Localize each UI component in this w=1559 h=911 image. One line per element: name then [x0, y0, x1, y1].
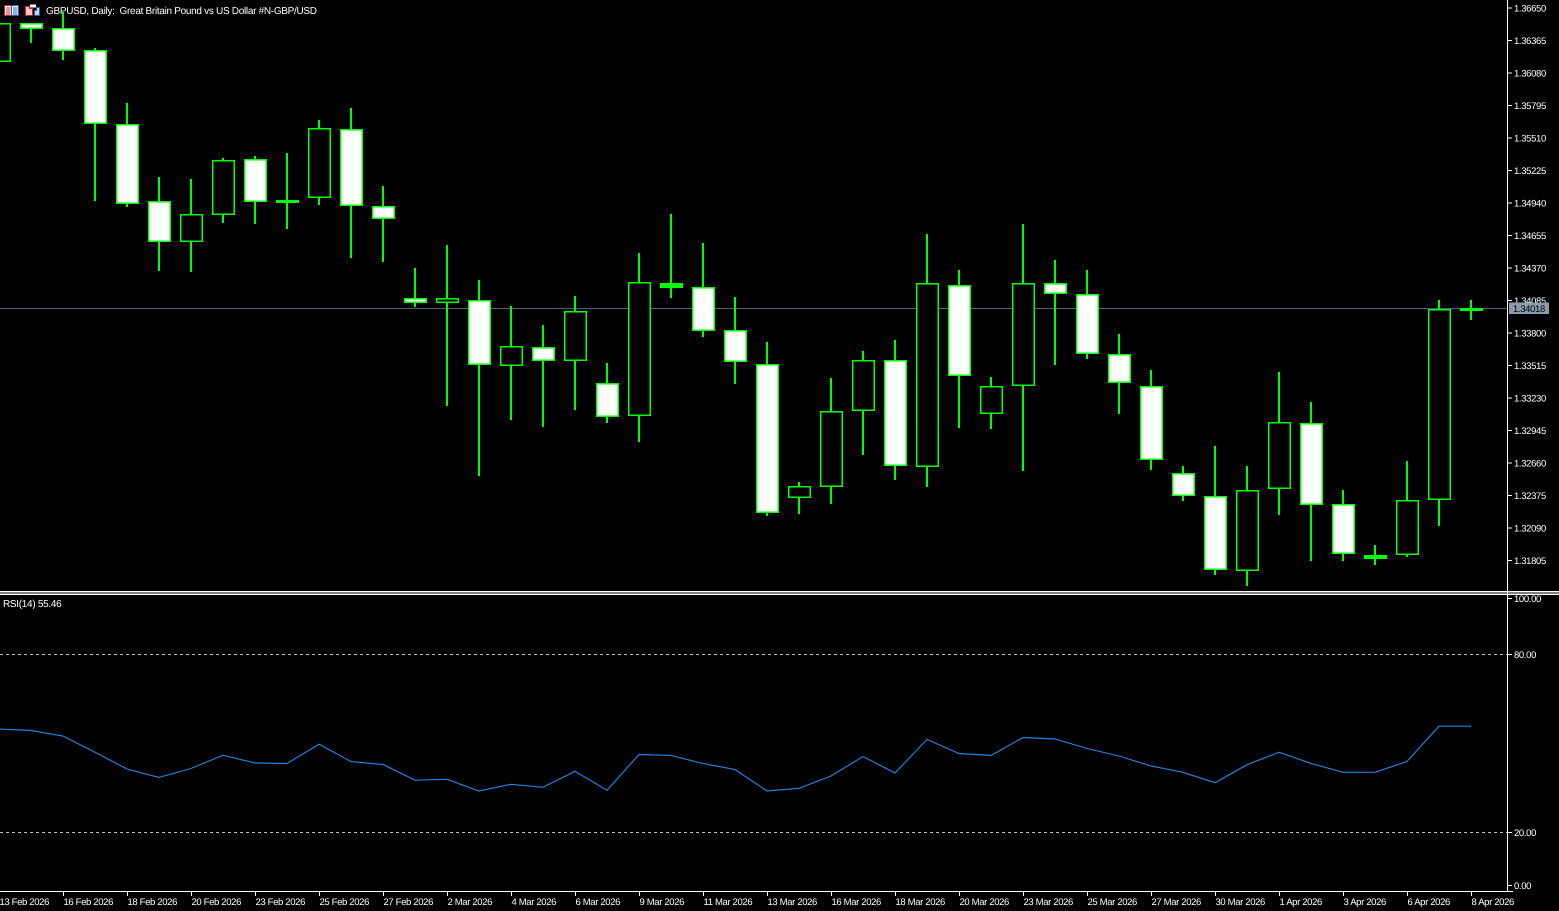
svg-text:20 Mar 2026: 20 Mar 2026 [960, 897, 1010, 908]
svg-text:1.34940: 1.34940 [1514, 199, 1546, 210]
svg-text:1.31805: 1.31805 [1514, 556, 1546, 567]
svg-text:16 Mar 2026: 16 Mar 2026 [832, 897, 882, 908]
svg-text:25 Feb 2026: 25 Feb 2026 [320, 897, 370, 908]
svg-text:1.36650: 1.36650 [1514, 4, 1546, 15]
svg-text:25 Mar 2026: 25 Mar 2026 [1088, 897, 1138, 908]
svg-text:3 Apr 2026: 3 Apr 2026 [1344, 897, 1387, 908]
svg-text:1.36080: 1.36080 [1514, 69, 1546, 80]
svg-text:1.33800: 1.33800 [1514, 329, 1546, 340]
svg-text:1.32945: 1.32945 [1514, 426, 1546, 437]
svg-text:20.00: 20.00 [1514, 828, 1536, 839]
svg-text:18 Mar 2026: 18 Mar 2026 [896, 897, 946, 908]
svg-text:100.00: 100.00 [1514, 594, 1541, 605]
svg-text:13 Feb 2026: 13 Feb 2026 [0, 897, 49, 908]
svg-text:27 Mar 2026: 27 Mar 2026 [1152, 897, 1202, 908]
svg-text:1.34655: 1.34655 [1514, 231, 1546, 242]
svg-text:1.32660: 1.32660 [1514, 459, 1546, 470]
svg-text:27 Feb 2026: 27 Feb 2026 [384, 897, 434, 908]
svg-text:1.35795: 1.35795 [1514, 101, 1546, 112]
svg-text:1.34085: 1.34085 [1514, 296, 1546, 307]
svg-text:4 Mar 2026: 4 Mar 2026 [512, 897, 557, 908]
svg-text:1.34018: 1.34018 [1513, 304, 1545, 315]
svg-text:8 Apr 2026: 8 Apr 2026 [1472, 897, 1515, 908]
svg-text:6 Mar 2026: 6 Mar 2026 [576, 897, 621, 908]
svg-text:RSI(14) 55.46: RSI(14) 55.46 [3, 599, 62, 610]
svg-text:1 Apr 2026: 1 Apr 2026 [1280, 897, 1323, 908]
svg-text:6 Apr 2026: 6 Apr 2026 [1408, 897, 1451, 908]
svg-text:1.35225: 1.35225 [1514, 166, 1546, 177]
svg-text:18 Feb 2026: 18 Feb 2026 [128, 897, 178, 908]
svg-text:0.00: 0.00 [1514, 881, 1531, 892]
svg-text:1.33515: 1.33515 [1514, 361, 1546, 372]
svg-text:13 Mar 2026: 13 Mar 2026 [768, 897, 818, 908]
svg-text:30 Mar 2026: 30 Mar 2026 [1216, 897, 1266, 908]
svg-text:GBPUSD, Daily: Great Britain: GBPUSD, Daily: Great Britain Pound vs US… [46, 6, 317, 17]
svg-text:1.32090: 1.32090 [1514, 524, 1546, 535]
svg-text:11 Mar 2026: 11 Mar 2026 [704, 897, 753, 908]
svg-text:1.36365: 1.36365 [1514, 36, 1546, 47]
svg-text:1.32375: 1.32375 [1514, 491, 1546, 502]
svg-text:23 Feb 2026: 23 Feb 2026 [256, 897, 306, 908]
svg-text:20 Feb 2026: 20 Feb 2026 [192, 897, 242, 908]
svg-text:9 Mar 2026: 9 Mar 2026 [640, 897, 685, 908]
svg-text:1.33230: 1.33230 [1514, 394, 1546, 405]
svg-text:80.00: 80.00 [1514, 650, 1536, 661]
svg-text:2 Mar 2026: 2 Mar 2026 [448, 897, 493, 908]
svg-text:1.35510: 1.35510 [1514, 134, 1546, 145]
svg-text:1.34370: 1.34370 [1514, 264, 1546, 275]
svg-text:16 Feb 2026: 16 Feb 2026 [64, 897, 114, 908]
svg-text:23 Mar 2026: 23 Mar 2026 [1024, 897, 1074, 908]
